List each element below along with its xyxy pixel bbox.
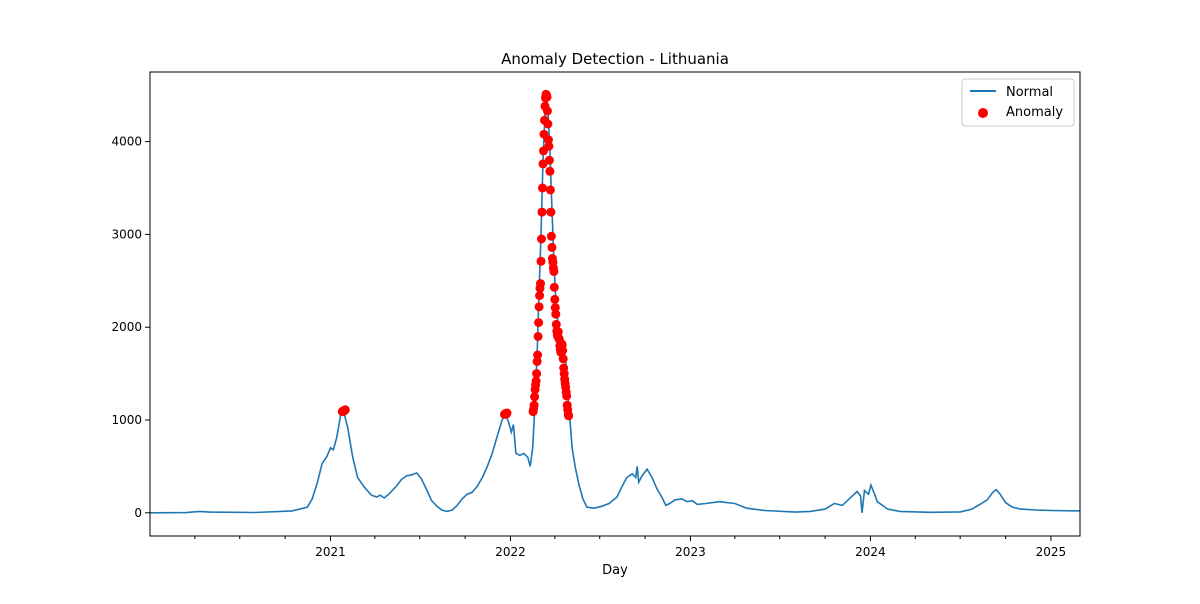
plot-area — [149, 89, 1081, 514]
anomaly-point — [546, 231, 556, 241]
anomaly-point — [533, 332, 543, 341]
anomaly-point — [544, 155, 554, 165]
anomaly-point — [340, 405, 350, 415]
y-axis: 0 1000 2000 3000 4000 — [111, 135, 150, 520]
anomaly-point — [534, 318, 544, 328]
anomaly-point — [549, 267, 559, 276]
anomaly-point — [550, 294, 560, 304]
anomaly-point — [543, 119, 553, 129]
anomaly-point — [542, 92, 552, 102]
normal-series-line — [149, 95, 1081, 514]
anomaly-point — [551, 309, 561, 319]
anomaly-point — [542, 106, 552, 116]
anomaly-point — [534, 302, 544, 312]
anomaly-point — [535, 291, 545, 301]
legend-normal-label: Normal — [1006, 85, 1053, 100]
anomaly-point — [545, 166, 555, 176]
x-axis-label: Day — [602, 563, 628, 578]
anomaly-point — [532, 369, 542, 379]
anomaly-point — [529, 400, 539, 410]
anomaly-point — [544, 141, 554, 151]
x-tick-label: 2022 — [495, 545, 526, 559]
anomaly-point — [558, 354, 568, 364]
x-tick-label: 2023 — [675, 545, 706, 559]
x-tick-label: 2021 — [315, 545, 346, 559]
y-tick-label: 0 — [134, 506, 142, 520]
y-tick-label: 3000 — [111, 227, 142, 241]
anomaly-point — [546, 207, 556, 217]
anomaly-point — [545, 185, 555, 195]
y-tick-label: 1000 — [111, 413, 142, 427]
legend-anomaly-swatch — [978, 108, 988, 118]
x-tick-label: 2025 — [1036, 545, 1067, 559]
anomaly-point — [502, 408, 512, 418]
anomaly-point — [537, 234, 546, 244]
x-tick-label: 2024 — [855, 545, 886, 559]
y-tick-label: 2000 — [111, 320, 142, 334]
chart-title: Anomaly Detection - Lithuania — [501, 50, 729, 68]
plot-frame — [149, 71, 1081, 537]
anomaly-point — [547, 242, 557, 252]
anomaly-point — [537, 207, 547, 217]
anomaly-point — [558, 345, 568, 355]
legend-anomaly-label: Anomaly — [1006, 105, 1063, 120]
x-axis: 2021 2022 2023 2024 2025 — [194, 536, 1067, 559]
y-tick-label: 4000 — [111, 135, 142, 149]
anomaly-point — [549, 282, 559, 292]
anomaly-point — [551, 319, 561, 329]
anomaly-point — [562, 391, 572, 401]
anomaly-point — [543, 135, 553, 145]
anomaly-point — [553, 327, 563, 337]
anomaly-point — [532, 357, 542, 366]
anomaly-point — [536, 256, 546, 266]
anomaly-point — [531, 376, 541, 386]
anomaly-point — [530, 392, 540, 402]
anomaly-point — [536, 279, 545, 289]
anomaly-point — [564, 411, 574, 421]
anomaly-point — [550, 303, 560, 313]
anomaly-point — [538, 183, 547, 193]
anomaly-point — [533, 350, 543, 360]
legend: Normal Anomaly — [961, 78, 1075, 127]
